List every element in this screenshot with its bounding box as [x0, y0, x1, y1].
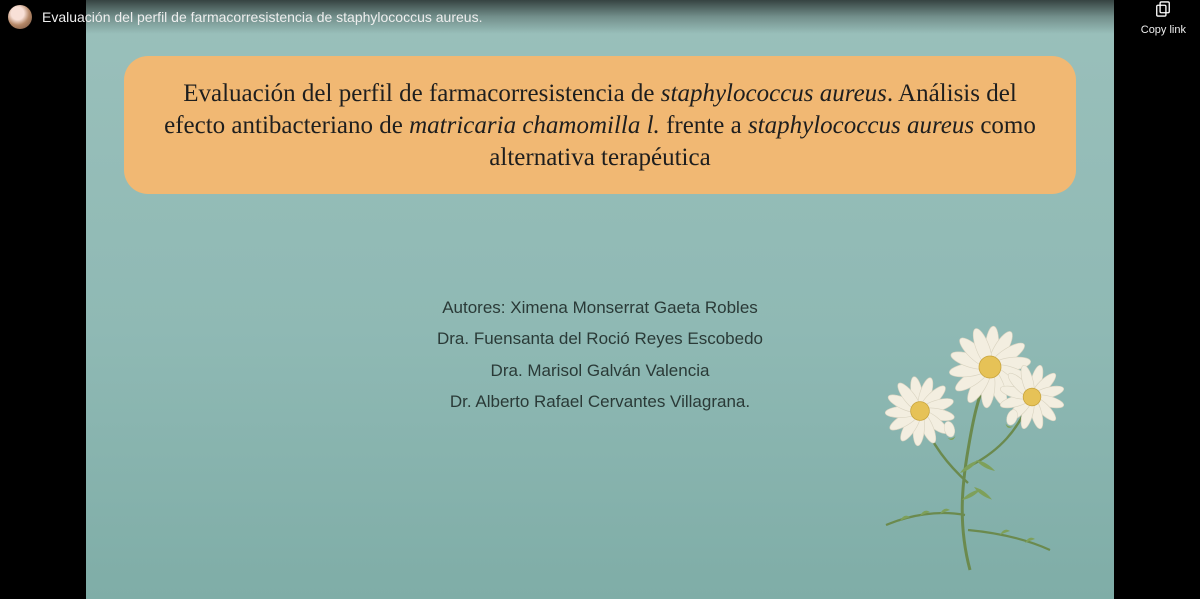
copy-link-icon [1153, 0, 1173, 22]
slide-title-card: Evaluación del perfil de farmacorresiste… [124, 56, 1076, 194]
copy-link-label: Copy link [1141, 24, 1186, 36]
author-line: Dra. Fuensanta del Roció Reyes Escobedo [437, 323, 763, 354]
chamomile-illustration [850, 315, 1070, 575]
title-segment: staphylococcus aureus [661, 80, 887, 107]
author-line: Autores: Ximena Monserrat Gaeta Robles [437, 292, 763, 323]
author-line: Dr. Alberto Rafael Cervantes Villagrana. [437, 386, 763, 417]
player-topbar: Evaluación del perfil de farmacorresiste… [0, 0, 1200, 34]
video-title[interactable]: Evaluación del perfil de farmacorresiste… [42, 9, 1141, 25]
channel-avatar[interactable] [8, 5, 32, 29]
author-line: Dra. Marisol Galván Valencia [437, 355, 763, 386]
authors-block: Autores: Ximena Monserrat Gaeta RoblesDr… [437, 292, 763, 418]
presentation-slide: Evaluación del perfil de farmacorresiste… [86, 0, 1114, 599]
title-segment: Evaluación del perfil de farmacorresiste… [183, 80, 661, 107]
copy-link-button[interactable]: Copy link [1141, 0, 1186, 36]
title-segment: staphylococcus aureus [748, 112, 974, 139]
title-segment: frente a [660, 112, 748, 139]
title-segment: matricaria chamomilla l. [409, 112, 660, 139]
video-player: Evaluación del perfil de farmacorresiste… [0, 0, 1200, 599]
